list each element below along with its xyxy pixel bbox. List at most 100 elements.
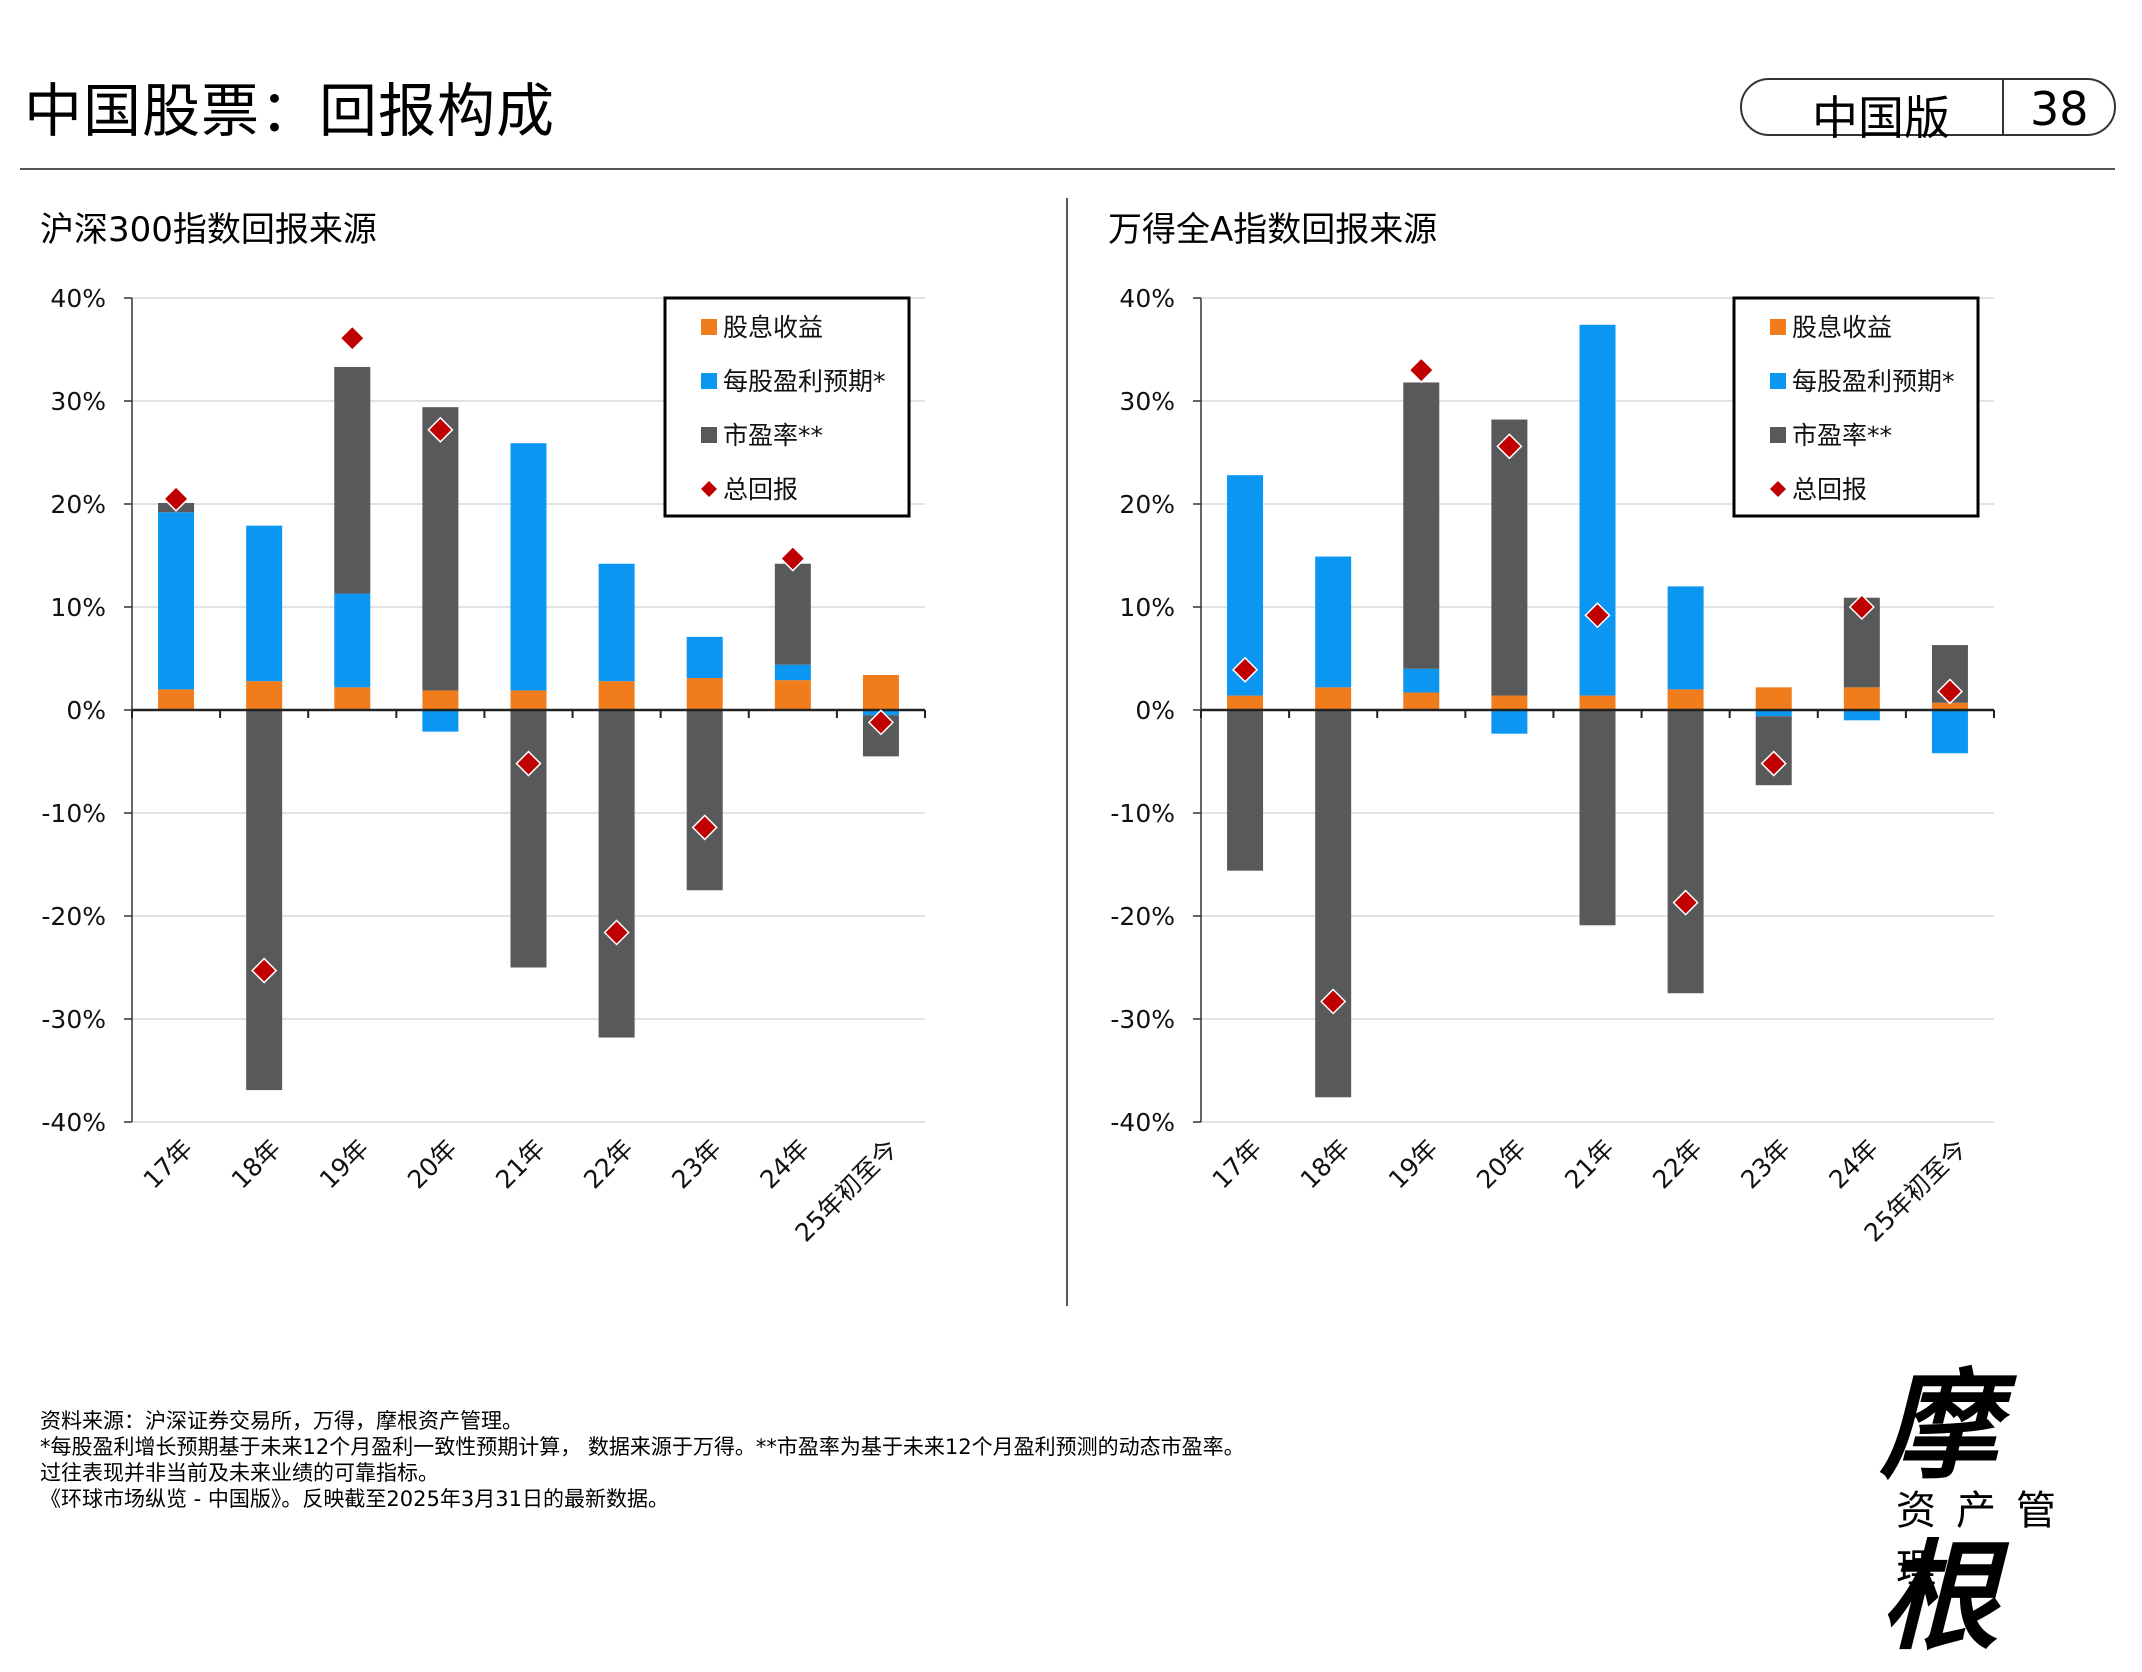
y-tick-label: 40%: [50, 284, 106, 313]
chart-subtitle-wind-a: 万得全A指数回报来源: [1108, 210, 1438, 250]
total-return-point: [515, 750, 542, 777]
total-return-point: [427, 416, 454, 443]
logo-tagline: 资产管理: [1896, 1488, 2076, 1592]
bar-segment: [686, 678, 723, 710]
y-tick-label: 30%: [50, 387, 106, 416]
x-tick-label: 21年: [1559, 1134, 1620, 1195]
bar-segment: [1667, 689, 1704, 710]
bar-segment: [1843, 710, 1880, 721]
total-return-point: [691, 814, 718, 841]
bar-segment: [334, 687, 371, 710]
chart-wind-a: -40% -30% -20% -10% 0% 10% 20% 30% 40% 17年 18年 19年 2…: [1110, 284, 1995, 1247]
y-tick-label: 0%: [66, 696, 106, 725]
x-tick-label: 17年: [1207, 1134, 1268, 1195]
total-return-point: [867, 709, 895, 736]
bar-segment: [510, 443, 547, 691]
bar-segment: [774, 680, 811, 710]
y-tick-label: -30%: [1110, 1005, 1175, 1034]
bar-segment: [686, 636, 723, 679]
y-tick-label: 10%: [1119, 593, 1175, 622]
x-tick-label: 23年: [666, 1134, 727, 1195]
bar-segment: [1579, 710, 1616, 926]
bar-segment: [158, 689, 195, 710]
total-return-point: [1848, 593, 1875, 621]
bar-segment: [598, 563, 635, 682]
x-tick-label: 19年: [314, 1134, 375, 1195]
bar-segment: [1491, 710, 1528, 734]
bar-segment: [334, 367, 371, 594]
x-tick-label: 21年: [490, 1134, 551, 1195]
y-tick-label: -30%: [41, 1005, 106, 1034]
bar-segment: [1315, 556, 1352, 688]
x-tick-label: 20年: [1471, 1134, 1532, 1195]
bar-segment: [1403, 668, 1440, 693]
footnote-date: 《环球市场纵览 - 中国版》。反映截至2025年3月31日的最新数据。: [40, 1487, 669, 1511]
y-tick-label: -40%: [41, 1108, 106, 1137]
total-return-point: [1231, 656, 1259, 683]
bar-segment: [598, 681, 635, 710]
y-tick-label: 0%: [1135, 696, 1175, 725]
x-tick-label: 22年: [578, 1134, 639, 1195]
bar-segment: [1315, 687, 1352, 710]
bar-segment: [1579, 695, 1616, 710]
bar-segment: [422, 407, 459, 691]
x-tick-label: 19年: [1383, 1134, 1444, 1195]
bar-segment: [246, 710, 283, 1091]
bar-segment: [686, 710, 723, 891]
legend-label: 总回报: [723, 475, 798, 504]
footnote-disclaimer: 过往表现并非当前及未来业绩的可靠指标。: [40, 1461, 439, 1485]
y-tick-label: -20%: [41, 902, 106, 931]
bar-segment: [1315, 710, 1352, 1098]
bar-segment: [334, 593, 371, 688]
total-return-point: [162, 485, 190, 512]
bar-segment: [246, 681, 283, 710]
total-return-point: [1584, 602, 1611, 629]
y-tick-label: 10%: [50, 593, 106, 622]
x-tick-label: 24年: [1823, 1134, 1884, 1195]
total-return-point: [1408, 357, 1435, 384]
bar-segment: [862, 674, 899, 710]
bar-segment: [774, 563, 811, 665]
legend-label: 每股盈利预期*: [723, 367, 886, 396]
x-tick-label: 17年: [138, 1134, 199, 1195]
bar-segment: [1491, 419, 1528, 696]
bar-segment: [158, 512, 195, 690]
bar-segment: [774, 664, 811, 681]
legend-label: 市盈率**: [723, 421, 823, 450]
bar-segment: [1667, 586, 1704, 690]
edition-badge: 中国版 38: [1740, 78, 2116, 145]
total-return-point: [1936, 678, 1964, 705]
bar-segment: [1579, 324, 1616, 696]
y-tick-label: -10%: [1110, 799, 1175, 828]
legend-swatch: [701, 427, 717, 443]
chart-subtitle-csi300: 沪深300指数回报来源: [40, 210, 377, 250]
x-tick-label: 22年: [1647, 1134, 1708, 1195]
bar-segment: [1755, 710, 1792, 717]
total-return-point: [1496, 433, 1523, 460]
bar-segment: [510, 710, 547, 968]
footnotes: 资料来源：沪深证券交易所，万得，摩根资产管理。 *每股盈利增长预期基于未来12个…: [40, 1408, 1245, 1512]
footnote-eps: *每股盈利增长预期基于未来12个月盈利一致性预期计算， 数据来源于万得。**市盈…: [40, 1435, 1245, 1459]
page-number: 38: [2030, 82, 2089, 136]
bar-segment: [1491, 695, 1528, 710]
legend-label: 股息收益: [1792, 313, 1892, 342]
legend-swatch: [701, 319, 717, 335]
x-tick-label: 20年: [402, 1134, 463, 1195]
y-tick-label: -20%: [1110, 902, 1175, 931]
x-tick-label: 18年: [226, 1134, 287, 1195]
bar-segment: [246, 525, 283, 682]
total-return-point: [1320, 988, 1347, 1015]
y-tick-label: -10%: [41, 799, 106, 828]
bar-segment: [422, 690, 459, 710]
bar-segment: [1403, 692, 1440, 710]
page-title: 中国股票：回报构成: [24, 77, 556, 145]
total-return-point: [779, 545, 806, 572]
brand-logo: 摩根 资产管理: [1870, 1330, 2120, 1666]
legend-label: 股息收益: [723, 313, 823, 342]
legend-swatch: [1770, 319, 1786, 335]
bar-segment: [1667, 710, 1704, 994]
y-tick-label: 30%: [1119, 387, 1175, 416]
x-tick-label: 18年: [1295, 1134, 1356, 1195]
legend-marker: [701, 481, 717, 497]
y-tick-label: 20%: [50, 490, 106, 519]
